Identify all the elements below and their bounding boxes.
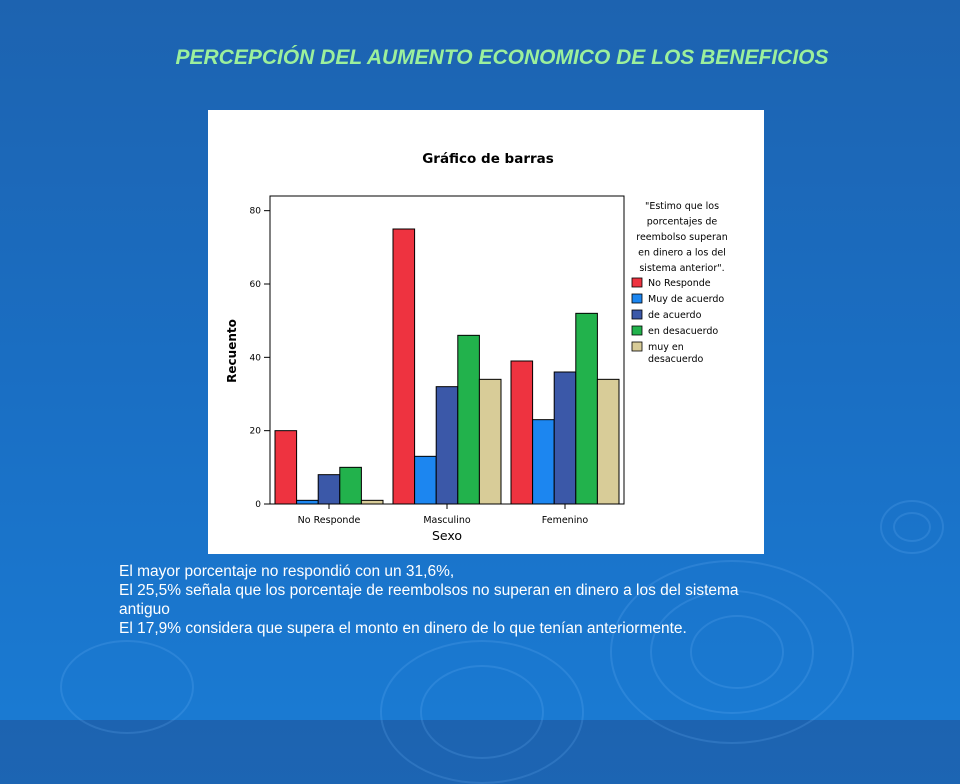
- bar: [435, 386, 459, 505]
- x-tick-label: No Responde: [298, 515, 361, 526]
- bar: [532, 419, 555, 505]
- bar: [274, 430, 298, 505]
- legend-label: desacuerdo: [648, 354, 704, 365]
- y-tick-label: 20: [250, 427, 262, 437]
- legend-swatch: [631, 341, 643, 352]
- y-tick-label: 40: [250, 353, 262, 363]
- legend-title-line: en dinero a los del: [638, 248, 726, 259]
- legend-swatch: [631, 309, 643, 320]
- bar: [478, 378, 502, 505]
- background-ripple: [650, 590, 814, 714]
- background-ripple: [880, 500, 944, 554]
- bar: [414, 455, 437, 505]
- legend-label: No Responde: [648, 278, 711, 289]
- legend-swatch: [631, 325, 643, 336]
- caption-line: El 17,9% considera que supera el monto e…: [119, 620, 687, 637]
- bar: [510, 360, 534, 505]
- background-ripple: [893, 512, 931, 542]
- background-ripple: [420, 665, 544, 759]
- legend-title-line: reembolso superan: [636, 232, 728, 243]
- x-tick-label: Femenino: [542, 515, 589, 526]
- chart-panel: Gráfico de barras 0 20 40 60 80 No Responde Ma…: [208, 110, 764, 554]
- legend-swatch: [631, 293, 643, 304]
- legend-swatch: [631, 277, 643, 288]
- legend-label: Muy de acuerdo: [648, 294, 724, 305]
- y-tick-label: 0: [255, 500, 261, 510]
- legend-label: en desacuerdo: [648, 326, 718, 337]
- legend-title-line: "Estimo que los: [645, 201, 719, 212]
- legend-label: de acuerdo: [648, 310, 702, 321]
- background-ripple: [690, 615, 784, 689]
- caption-line: El 25,5% señala que los porcentaje de re…: [119, 582, 739, 599]
- x-axis-label: Sexo: [432, 528, 462, 543]
- bar: [317, 474, 341, 505]
- y-tick-label: 80: [250, 207, 262, 217]
- bar: [596, 378, 620, 505]
- legend-label: muy en: [648, 342, 684, 353]
- caption-line: El mayor porcentaje no respondió con un …: [119, 563, 455, 580]
- plot-area: 0 20 40 60 80 No Responde Masculino Femenino: [250, 195, 625, 526]
- legend-title-line: sistema anterior".: [639, 263, 724, 274]
- bar: [360, 499, 384, 505]
- bar: [575, 312, 598, 505]
- bar: [457, 334, 480, 505]
- y-axis-label: Recuento: [225, 319, 239, 383]
- bar-chart: Gráfico de barras 0 20 40 60 80 No Responde Ma…: [225, 151, 728, 543]
- chart-title: Gráfico de barras: [422, 151, 554, 167]
- y-tick-label: 60: [250, 280, 262, 290]
- legend-title-line: porcentajes de: [647, 217, 718, 228]
- bar: [296, 499, 319, 505]
- bar: [339, 466, 362, 505]
- slide-title: PERCEPCIÓN DEL AUMENTO ECONOMICO DE LOS …: [175, 46, 829, 69]
- caption: El mayor porcentaje no respondió con un …: [119, 562, 889, 638]
- caption-line: antiguo: [119, 601, 170, 618]
- bar: [553, 371, 577, 505]
- bar: [392, 228, 416, 505]
- x-tick-label: Masculino: [423, 515, 471, 526]
- legend: "Estimo que los porcentajes de reembolso s…: [631, 201, 728, 365]
